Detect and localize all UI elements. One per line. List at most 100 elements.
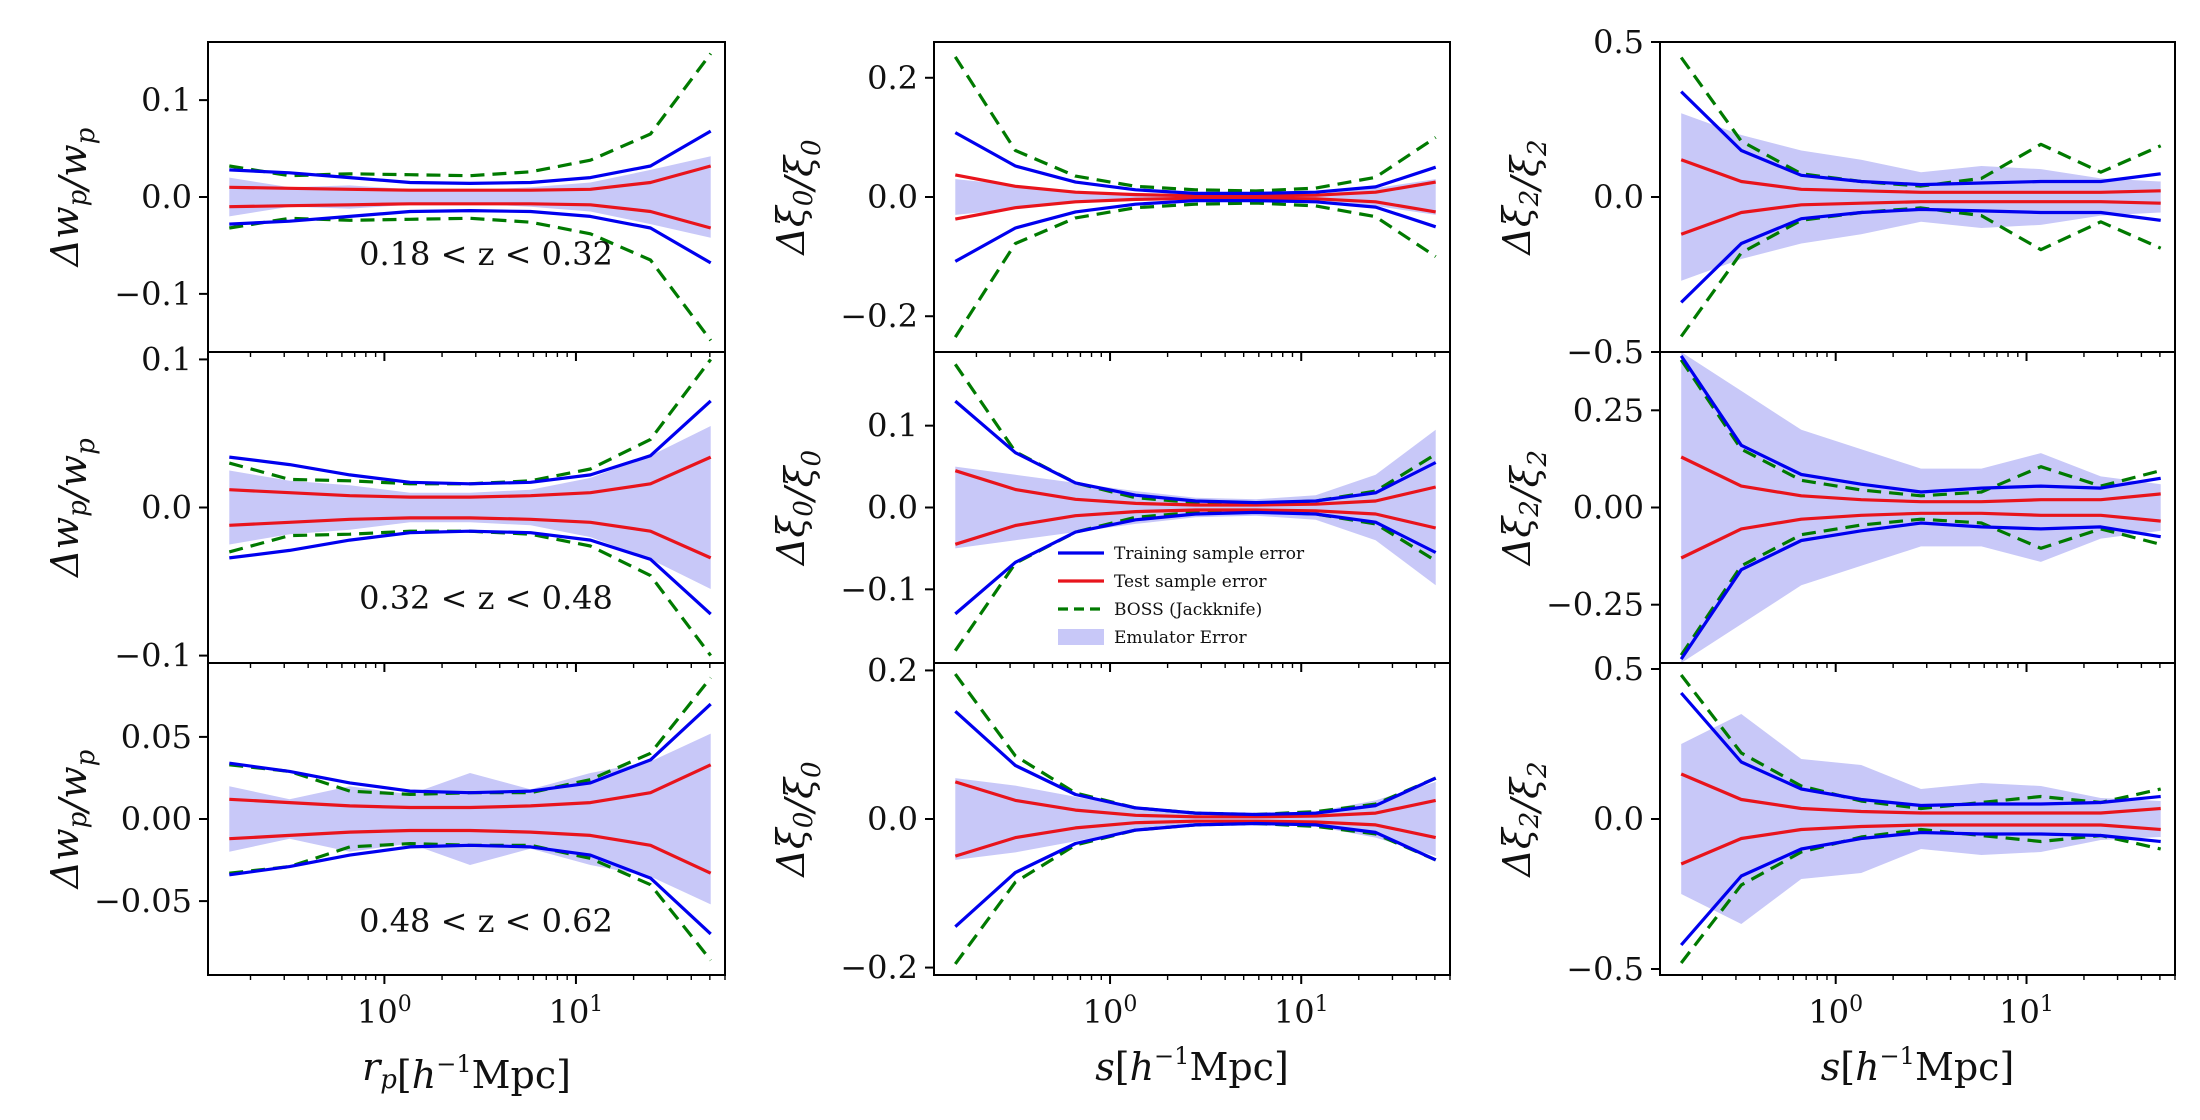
legend-label: Test sample error (1114, 572, 1267, 592)
test-sample-error-lower-line (1680, 511, 2161, 560)
training-sample-error-upper-line (229, 702, 712, 795)
plot-area (229, 52, 712, 342)
legend-label: BOSS (Jackknife) (1114, 600, 1262, 620)
y-axis-label: Δξ0/ξ0 (769, 761, 827, 878)
training-sample-error-upper-line (1680, 90, 2161, 187)
legend-boss: BOSS (Jackknife) (1058, 600, 1262, 620)
x-tick-label: 100 (357, 992, 412, 1032)
y-tick-label: 0.5 (1593, 23, 1644, 61)
x-tick-label: 101 (549, 992, 604, 1032)
legend-training: Training sample error (1058, 544, 1305, 564)
test-sample-error-lower-line (1680, 200, 2161, 236)
y-tick-label: 0.2 (867, 59, 918, 97)
boss-jackknife-lower-line (1679, 517, 2162, 657)
training-sample-error-lower-line (1679, 521, 2161, 660)
training-sample-error-lower-line (1679, 830, 2161, 947)
training-sample-error-upper-line (954, 710, 1437, 817)
training-sample-error-lower-line (229, 529, 712, 616)
emulator-error-band (229, 156, 711, 238)
x-tick-label: 100 (1808, 992, 1863, 1032)
x-tick-label: 101 (1999, 992, 2054, 1032)
legend-swatch (1058, 629, 1104, 645)
panel-r0-c2: −0.5 0.0 0.5 (1566, 23, 2176, 371)
emulator-error-band (1681, 113, 2161, 281)
emulator-error-band (1681, 714, 2161, 924)
panel-r1-c2: −0.25 0.00 0.25 (1546, 351, 2176, 672)
emulator-error-band (229, 426, 711, 589)
redshift-annotation: 0.18 < z < 0.32 (359, 235, 613, 273)
y-axis-label: Δξ0/ξ0 (769, 450, 827, 567)
plot-area (954, 673, 1437, 965)
test-sample-error-lower-line (229, 516, 712, 560)
training-sample-error-upper-line (954, 131, 1437, 195)
y-tick-label: 0.1 (141, 340, 192, 378)
plot-area (953, 56, 1437, 338)
y-tick-label: 0.05 (121, 718, 192, 756)
plot-area (1679, 674, 2162, 964)
y-axis-label: Δξ2/ξ2 (1495, 450, 1553, 567)
y-tick-label: 0.0 (1593, 178, 1644, 216)
y-axis-label: Δξ0/ξ0 (769, 139, 827, 256)
test-sample-error-upper-line (229, 164, 712, 192)
y-tick-label: 0.0 (867, 800, 918, 838)
training-sample-error-lower-line (229, 843, 712, 936)
redshift-annotation: 0.32 < z < 0.48 (359, 579, 613, 617)
x-tick-label: 100 (1083, 992, 1138, 1032)
y-tick-label: −0.2 (840, 949, 918, 987)
y-tick-label: −0.2 (840, 297, 918, 335)
y-axis-label: Δξ2/ξ2 (1495, 761, 1553, 878)
test-sample-error-upper-line (229, 763, 712, 810)
y-tick-label: −0.1 (114, 275, 192, 313)
emulator-error-band (229, 733, 711, 905)
legend-test: Test sample error (1058, 572, 1267, 592)
training-sample-error-upper-line (954, 399, 1437, 505)
boss-jackknife-upper-line (229, 52, 712, 178)
y-tick-label: −0.05 (94, 882, 192, 920)
x-axis-label: s[h−1Mpc] (1821, 1042, 2015, 1089)
y-tick-label: 0.5 (1593, 650, 1644, 688)
training-sample-error-lower-line (954, 510, 1437, 616)
emulator-error-band (955, 429, 1436, 586)
y-tick-label: 0.1 (867, 407, 918, 445)
boss-jackknife-lower-line (1679, 827, 2162, 964)
y-tick-label: −0.5 (1566, 333, 1644, 371)
y-tick-label: −0.1 (114, 637, 192, 675)
training-sample-error-lower-line (954, 199, 1437, 263)
panel-r1-c1: −0.1 0.0 0.1 (840, 351, 1451, 672)
y-tick-label: 0.0 (141, 489, 192, 527)
legend: Training sample error Test sample error BO… (1058, 544, 1305, 648)
panel-r2-c1: −0.2 0.0 0.2 100 101 (840, 651, 1451, 1032)
test-sample-error-upper-line (1680, 455, 2161, 504)
y-tick-label: 0.0 (141, 178, 192, 216)
panel-r2-c2: −0.5 0.0 0.5 100 101 (1566, 650, 2176, 1032)
training-sample-error-upper-line (1679, 355, 2161, 494)
training-sample-error-lower-line (954, 821, 1437, 928)
y-tick-label: −0.25 (1546, 586, 1644, 624)
training-sample-error-upper-line (229, 129, 712, 185)
panel-r2-c0: −0.05 0.00 0.05 100 101 (94, 662, 726, 1032)
y-tick-label: 0.0 (1593, 800, 1644, 838)
y-axis-label: Δwp/wp (43, 749, 101, 890)
y-tick-label: 0.0 (867, 178, 918, 216)
panel-r0-c1: −0.2 0.0 0.2 (840, 41, 1451, 361)
test-sample-error-upper-line (954, 780, 1437, 819)
test-sample-error-upper-line (1680, 772, 2161, 815)
panel-r0-c0: −0.1 0.0 0.1 (114, 41, 726, 361)
y-axis-label: Δwp/wp (43, 127, 101, 268)
y-tick-label: 0.25 (1573, 391, 1644, 429)
y-axis-label: Δξ2/ξ2 (1495, 139, 1553, 256)
y-tick-label: 0.2 (867, 651, 918, 689)
legend-emulator: Emulator Error (1058, 628, 1248, 648)
y-tick-label: −0.5 (1566, 950, 1644, 988)
test-sample-error-upper-line (954, 469, 1437, 507)
training-sample-error-lower-line (229, 209, 712, 265)
emulator-error-band (1681, 352, 2161, 663)
plot-area (953, 363, 1437, 652)
test-sample-error-upper-line (229, 455, 712, 499)
test-sample-error-lower-line (229, 828, 712, 875)
test-sample-error-lower-line (954, 508, 1437, 546)
boss-jackknife-upper-line (1679, 358, 2162, 498)
legend-label: Training sample error (1114, 544, 1305, 564)
x-axis-label: rp[h−1Mpc] (362, 1045, 571, 1097)
